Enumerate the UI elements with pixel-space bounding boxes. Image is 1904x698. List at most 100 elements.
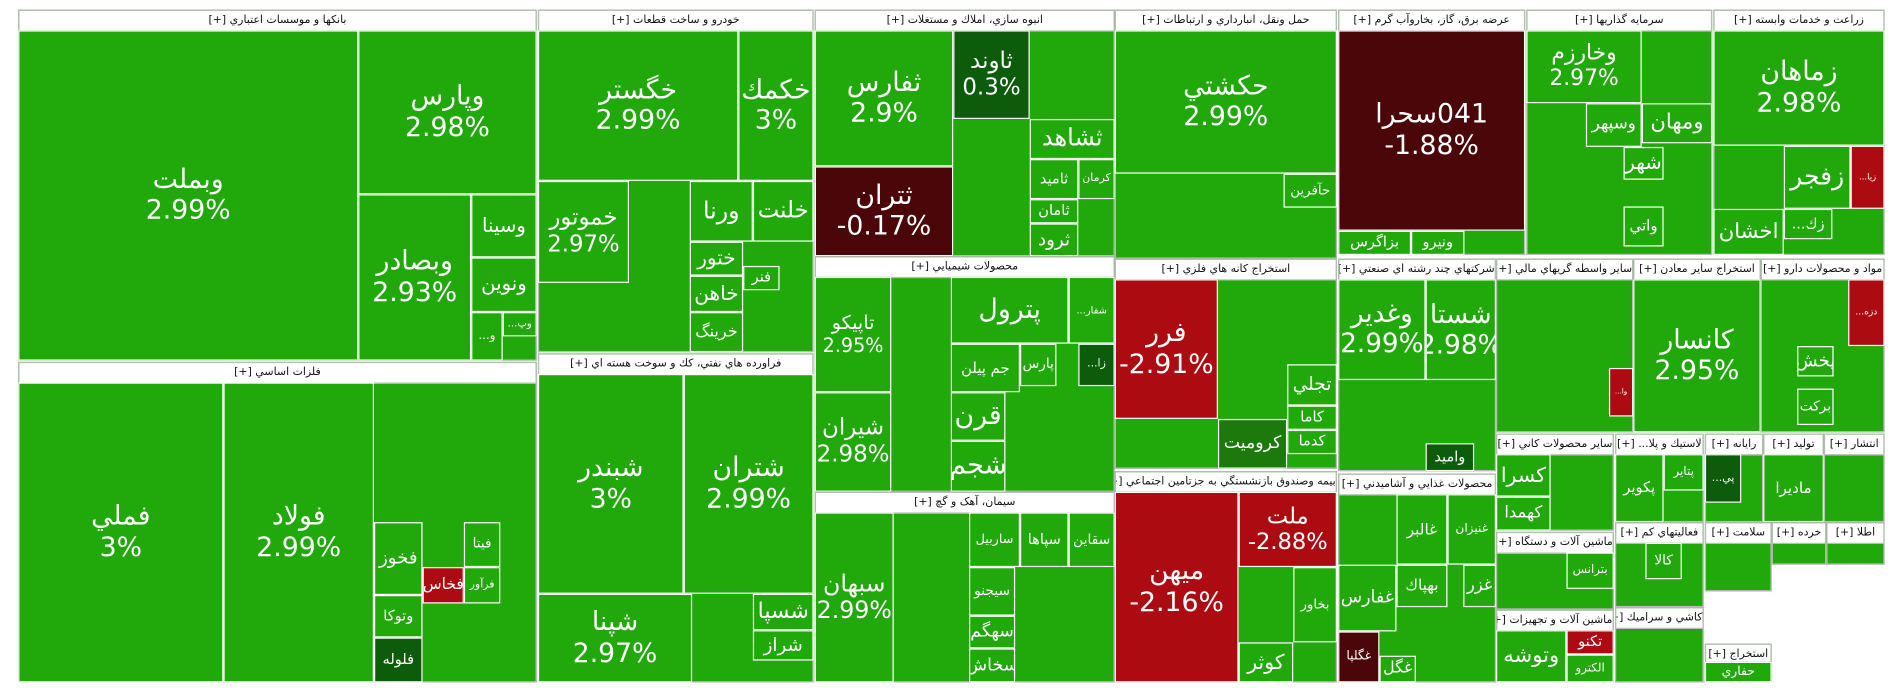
- stock-tile[interactable]: سقاين: [1068, 512, 1115, 568]
- stock-tile[interactable]: ونوين: [471, 257, 537, 313]
- stock-tile[interactable]: فولاد 2.99%: [223, 382, 375, 683]
- stock-tile[interactable]: ومهان: [1641, 103, 1713, 144]
- sector-title[interactable]: ساير واسطه گريهاي مالي [+]: [1497, 259, 1633, 281]
- stock-tile[interactable]: وبملت 2.99%: [18, 30, 359, 361]
- stock-tile[interactable]: غالبر: [1396, 494, 1448, 565]
- stock-tile[interactable]: قرن: [950, 392, 1006, 441]
- stock-tile[interactable]: فخاس: [422, 567, 464, 604]
- stock-tile[interactable]: سپاها: [1020, 512, 1069, 568]
- sector-title[interactable]: انبوه سازي، املاك و مستغلات [+]: [816, 10, 1114, 32]
- stock-tile[interactable]: پخش: [1797, 346, 1834, 377]
- stock-tile[interactable]: غگل: [1379, 655, 1416, 683]
- sector-title[interactable]: محصولات غذايي و آشاميدني [+]: [1339, 474, 1495, 496]
- stock-tile[interactable]: ثاوند 0.3%: [953, 30, 1030, 120]
- stock-tile[interactable]: ثرود: [1029, 223, 1079, 257]
- stock-tile[interactable]: زفجر: [1783, 145, 1851, 209]
- stock-tile[interactable]: شتران 2.99%: [683, 374, 814, 594]
- sector-title[interactable]: حمل ونقل، انبارداري و ارتباطات [+]: [1115, 10, 1336, 32]
- stock-tile[interactable]: ثفارس 2.9%: [814, 30, 954, 167]
- stock-tile[interactable]: سخاش: [969, 648, 1016, 683]
- stock-tile[interactable]: شفار...: [1068, 276, 1115, 344]
- stock-tile[interactable]: خموتور 2.97%: [537, 180, 630, 283]
- stock-tile[interactable]: فخوز: [374, 522, 423, 596]
- sector-title[interactable]: بيمه وصندوق بازنشستگي به جزتامين اجتماعي…: [1115, 472, 1336, 494]
- stock-tile[interactable]: فلوله: [374, 637, 423, 683]
- stock-tile[interactable]: تكنو: [1566, 630, 1614, 655]
- stock-tile[interactable]: سيجنو: [969, 567, 1016, 616]
- stock-tile[interactable]: اخشان: [1713, 208, 1784, 256]
- stock-tile[interactable]: ونيرو: [1411, 230, 1465, 256]
- stock-tile[interactable]: شستا2.98%: [1425, 279, 1497, 381]
- stock-tile[interactable]: وپارس 2.98%: [358, 30, 537, 195]
- stock-tile[interactable]: غزر: [1463, 564, 1497, 608]
- stock-tile[interactable]: شپنا 2.97%: [537, 593, 693, 683]
- stock-tile[interactable]: بخاور: [1293, 567, 1337, 643]
- stock-tile[interactable]: وسپهر: [1585, 103, 1642, 147]
- sector-title[interactable]: زراعت و خدمات وابسته [+]: [1714, 10, 1884, 32]
- stock-tile[interactable]: شجم: [950, 440, 1006, 492]
- stock-tile[interactable]: پكوير: [1615, 454, 1664, 523]
- sector-title[interactable]: فراورده هاي نفتي، كك و سوخت هسته اي [+]: [539, 354, 813, 376]
- stock-tile[interactable]: حفاري: [1704, 661, 1772, 683]
- sector-title[interactable]: اطلا [+]: [1827, 523, 1884, 545]
- sector-title[interactable]: مواد و محصولات دارو [+]: [1761, 259, 1884, 281]
- stock-tile[interactable]: وغدير 2.99%: [1338, 279, 1426, 381]
- stock-tile[interactable]: وسينا: [471, 194, 537, 258]
- stock-tile[interactable]: زا...: [1078, 343, 1115, 387]
- stock-tile[interactable]: وتوشه: [1496, 630, 1567, 683]
- sector-title[interactable]: شركتهاي چند رشته اي صنعتي [+]: [1339, 259, 1495, 281]
- stock-tile[interactable]: شسپا: [752, 593, 814, 631]
- stock-tile[interactable]: غنيزان: [1447, 494, 1497, 565]
- stock-tile[interactable]: وخارزم 2.97%: [1526, 30, 1642, 104]
- stock-tile[interactable]: ختور: [689, 241, 744, 276]
- stock-tile[interactable]: بهپاك: [1396, 564, 1448, 608]
- stock-tile[interactable]: شيران 2.98%: [814, 392, 892, 492]
- stock-tile[interactable]: وتوكا: [374, 595, 423, 638]
- stock-tile[interactable]: خلنت: [752, 180, 814, 242]
- stock-tile[interactable]: سهگم: [969, 615, 1016, 649]
- sector-title[interactable]: استخراج ساير معادن [+]: [1634, 259, 1760, 281]
- stock-tile[interactable]: شبندر 3%: [537, 374, 684, 594]
- sector-title[interactable]: رايانه [+]: [1706, 434, 1762, 456]
- sector-title[interactable]: ساير محصولات كاني [+]: [1497, 434, 1613, 456]
- stock-tile[interactable]: كروميت: [1217, 418, 1288, 469]
- stock-tile[interactable]: شهر: [1623, 146, 1664, 180]
- stock-tile[interactable]: وبصادر 2.93%: [358, 194, 472, 361]
- sector-title[interactable]: خودرو و ساخت قطعات [+]: [539, 10, 813, 32]
- stock-tile[interactable]: واتي: [1623, 206, 1664, 247]
- stock-tile[interactable]: فنر: [743, 265, 780, 291]
- stock-tile[interactable]: پارس: [1020, 343, 1057, 387]
- stock-tile[interactable]: خكمك 3%: [738, 30, 814, 181]
- stock-tile[interactable]: زيا...: [1850, 145, 1885, 209]
- stock-tile[interactable]: و...: [471, 312, 503, 361]
- sector-title[interactable]: سرمايه گذاريها [+]: [1527, 10, 1711, 32]
- stock-tile[interactable]: فملي 3%: [18, 382, 224, 683]
- stock-tile[interactable]: فرآور: [463, 567, 501, 604]
- stock-tile[interactable]: 041سحرا -1.88%: [1338, 30, 1526, 231]
- sector-title[interactable]: كاشي و سراميك [+]: [1616, 608, 1703, 630]
- stock-tile[interactable]: بركت: [1797, 388, 1834, 426]
- stock-tile[interactable]: پترول: [950, 276, 1069, 344]
- stock-tile[interactable]: كانسار 2.95%: [1633, 279, 1761, 433]
- stock-tile[interactable]: ميهن -2.16%: [1114, 491, 1239, 683]
- sector-title[interactable]: ماشين آلات و دستگاه [+]: [1497, 533, 1613, 554]
- stock-tile[interactable]: ثتران -0.17%: [814, 166, 954, 257]
- stock-tile[interactable]: فرر -2.91%: [1114, 279, 1218, 419]
- sector-title[interactable]: لاستيك و پلا... [+]: [1616, 434, 1703, 456]
- stock-tile[interactable]: كهمدا: [1496, 496, 1551, 531]
- sector-title[interactable]: فعاليتهاي كم [+]: [1616, 523, 1703, 545]
- stock-tile[interactable]: وا...: [1608, 367, 1634, 417]
- stock-tile[interactable]: ماديرا: [1763, 454, 1824, 523]
- stock-tile[interactable]: ساربيل: [969, 512, 1021, 568]
- stock-tile[interactable]: غگلپا: [1338, 631, 1380, 683]
- sector-title[interactable]: خرده [+]: [1772, 523, 1826, 545]
- stock-tile[interactable]: جم پيلن: [950, 343, 1021, 393]
- stock-tile[interactable]: خاهن: [689, 275, 744, 313]
- sector-title[interactable]: فلزات اساسي [+]: [19, 363, 536, 384]
- stock-tile[interactable]: ثشاهد: [1029, 119, 1115, 160]
- stock-tile[interactable]: كرمان: [1078, 159, 1115, 200]
- stock-tile[interactable]: زماهان 2.98%: [1713, 30, 1885, 146]
- stock-tile[interactable]: حآفرين: [1283, 173, 1337, 208]
- stock-tile[interactable]: خگستر 2.99%: [537, 30, 739, 181]
- stock-tile[interactable]: كوثر: [1238, 642, 1294, 683]
